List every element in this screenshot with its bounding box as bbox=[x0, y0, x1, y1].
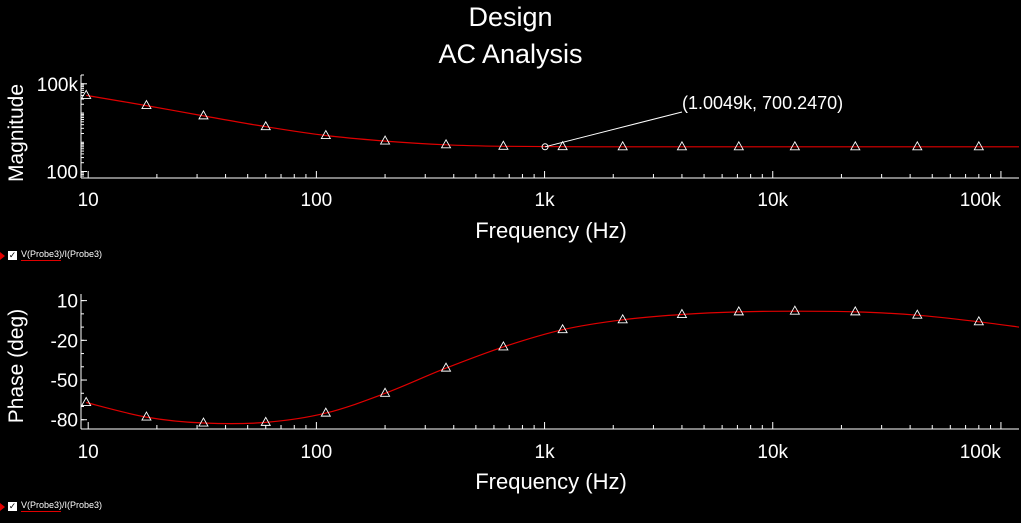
data-point-marker bbox=[676, 140, 688, 151]
data-point-marker bbox=[440, 362, 452, 372]
legend-label: V(Probe3)/I(Probe3) bbox=[21, 249, 103, 259]
legend-swatch bbox=[21, 260, 61, 261]
data-point-marker bbox=[80, 396, 92, 406]
data-point-marker bbox=[198, 417, 209, 427]
cursor-leader-line bbox=[544, 111, 683, 148]
y-axis-label: Magnitude bbox=[5, 84, 28, 182]
phase-plot: 10 100 1k 10k 100k 10 -20 -50 -80 Frequency (Hz) P… bbox=[5, 292, 1020, 494]
x-tick-label: 100 bbox=[301, 442, 333, 463]
data-point-marker bbox=[912, 140, 923, 151]
legend-label: V(Probe3)/I(Probe3) bbox=[21, 500, 103, 510]
data-point-marker bbox=[498, 140, 509, 150]
data-point-marker bbox=[973, 315, 985, 326]
x-tick-label: 10 bbox=[78, 190, 99, 211]
y-tick-label: -80 bbox=[51, 411, 78, 432]
data-point-marker bbox=[973, 140, 985, 151]
y-tick-label: -50 bbox=[51, 371, 78, 392]
data-point-marker bbox=[676, 308, 688, 318]
x-tick-label: 1k bbox=[535, 442, 556, 463]
y-tick-label: -20 bbox=[51, 331, 78, 352]
legend-pointer-icon bbox=[0, 503, 5, 511]
chart-title-line1: Design bbox=[468, 2, 553, 32]
data-point-marker bbox=[379, 387, 391, 397]
data-point-marker bbox=[557, 323, 568, 334]
series-line[interactable] bbox=[86, 310, 1020, 425]
legend-checkbox-icon[interactable]: ✓ bbox=[8, 250, 17, 260]
legend-pointer-icon bbox=[0, 252, 5, 260]
data-point-marker bbox=[260, 416, 272, 426]
y-axis-label: Phase (deg) bbox=[5, 309, 28, 423]
x-axis-label: Frequency (Hz) bbox=[475, 469, 627, 494]
data-point-marker bbox=[617, 313, 628, 324]
legend-magnitude[interactable]: ✓ V(Probe3)/I(Probe3) bbox=[0, 249, 200, 266]
data-point-marker bbox=[557, 140, 568, 151]
cursor-point[interactable] bbox=[541, 143, 549, 151]
data-point-marker bbox=[440, 138, 452, 149]
data-point-marker bbox=[912, 309, 923, 319]
data-point-marker bbox=[617, 140, 628, 151]
data-point-marker bbox=[733, 140, 745, 151]
series-line[interactable] bbox=[86, 94, 1019, 148]
data-point-marker bbox=[141, 411, 152, 421]
x-tick-label: 10k bbox=[757, 442, 788, 463]
x-tick-label: 10 bbox=[78, 442, 99, 463]
data-point-marker bbox=[379, 135, 391, 145]
data-point-marker bbox=[850, 305, 861, 316]
y-tick-label: 100 bbox=[46, 163, 78, 184]
legend-phase[interactable]: ✓ V(Probe3)/I(Probe3) bbox=[0, 500, 200, 517]
x-tick-label: 1k bbox=[535, 190, 556, 211]
data-point-marker bbox=[198, 109, 209, 120]
x-tick-label: 100k bbox=[960, 190, 1002, 211]
x-tick-label: 100k bbox=[960, 442, 1002, 463]
y-tick-label: 10 bbox=[57, 292, 78, 313]
chart-title-line2: AC Analysis bbox=[438, 39, 583, 69]
x-tick-label: 100 bbox=[301, 190, 333, 211]
data-point-marker bbox=[260, 120, 272, 131]
data-point-marker bbox=[733, 305, 745, 316]
data-point-marker bbox=[789, 140, 801, 151]
data-point-marker bbox=[320, 407, 332, 417]
data-point-marker bbox=[789, 305, 801, 315]
y-tick-label: 100k bbox=[37, 75, 79, 96]
data-point-marker bbox=[850, 140, 861, 151]
legend-checkbox-icon[interactable]: ✓ bbox=[8, 501, 17, 511]
data-point-marker bbox=[498, 341, 509, 351]
legend-swatch bbox=[21, 511, 61, 512]
cursor-readout: (1.0049k, 700.2470) bbox=[682, 93, 843, 113]
x-axis-label: Frequency (Hz) bbox=[475, 218, 627, 243]
data-point-marker bbox=[141, 99, 152, 110]
data-point-marker bbox=[320, 129, 332, 139]
data-point-marker bbox=[80, 89, 92, 99]
x-tick-label: 10k bbox=[757, 190, 788, 211]
